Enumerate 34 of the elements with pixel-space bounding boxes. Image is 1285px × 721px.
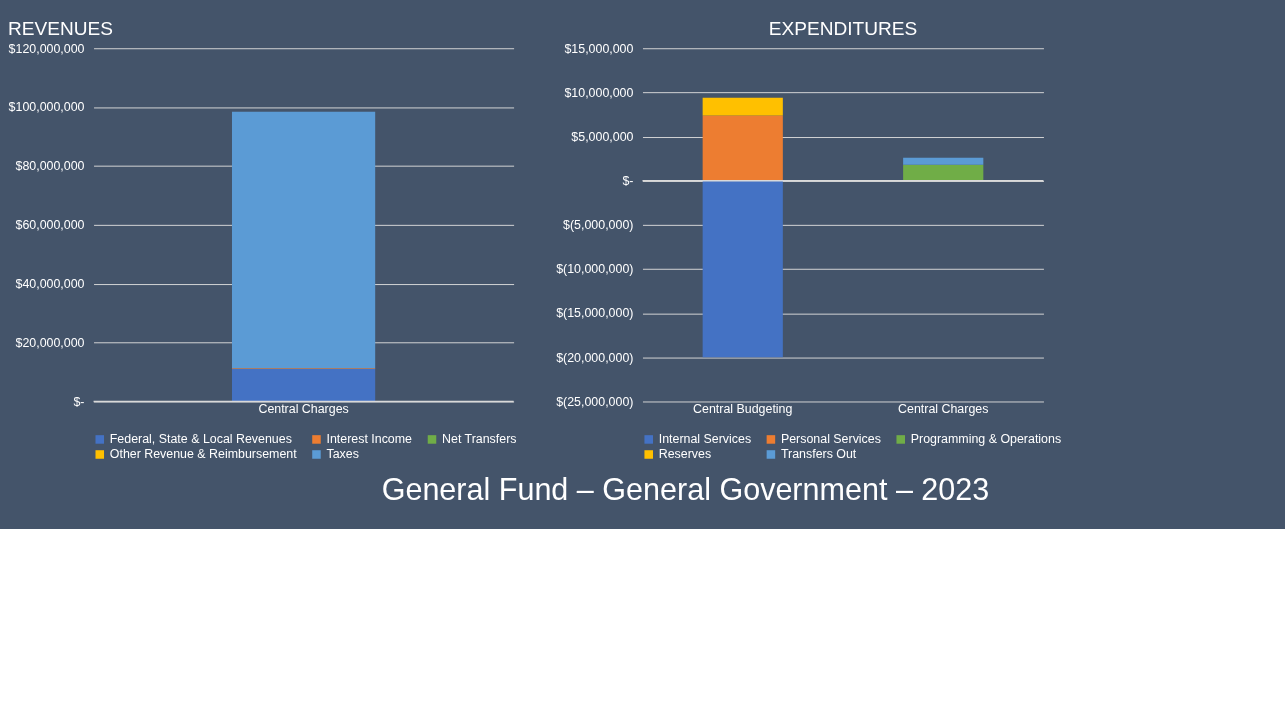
y-tick-label: $120,000,000 [8, 41, 85, 56]
y-tick-label: $80,000,000 [15, 159, 85, 174]
y-tick-label: $(10,000,000) [556, 262, 634, 277]
y-tick-label: $40,000,000 [15, 277, 85, 292]
chart-title: REVENUES [8, 17, 114, 39]
y-tick-label: $(25,000,000) [556, 394, 634, 409]
bar [231, 369, 376, 402]
y-tick-label: $60,000,000 [15, 218, 85, 233]
y-tick-label: $(5,000,000) [563, 218, 634, 233]
y-tick-label: $(15,000,000) [556, 306, 634, 321]
y-tick-label: $- [73, 394, 85, 409]
y-tick-label: $(20,000,000) [556, 350, 634, 365]
bar [231, 111, 376, 369]
y-tick-label: $10,000,000 [564, 85, 634, 100]
legend-label: Reserves [658, 447, 712, 462]
y-tick-label: $- [622, 174, 634, 189]
legend-label: Net Transfers [442, 432, 517, 447]
text: General Fund – General Government – 2023 [381, 471, 990, 506]
legend-label: Personal Services [780, 432, 881, 447]
y-tick-label: $100,000,000 [8, 100, 85, 115]
legend-label: Taxes [326, 447, 359, 462]
legend-label: Federal, State & Local Revenues [109, 432, 292, 447]
legend-label: Transfers Out [780, 447, 857, 462]
x-tick-label: Central Charges [258, 402, 349, 417]
legend-label: Interest Income [326, 432, 413, 447]
y-tick-label: $20,000,000 [15, 335, 85, 350]
legend-label: Programming & Operations [910, 432, 1062, 447]
legend-label: Internal Services [658, 432, 752, 447]
y-tick-label: $15,000,000 [564, 41, 634, 56]
y-tick-label: $5,000,000 [571, 129, 634, 144]
x-tick-label: Central Budgeting [693, 402, 793, 417]
legend-label: Other Revenue & Reimbursement [109, 447, 298, 462]
chart-title: EXPENDITURES [768, 17, 918, 39]
x-tick-label: Central Charges [898, 402, 989, 417]
